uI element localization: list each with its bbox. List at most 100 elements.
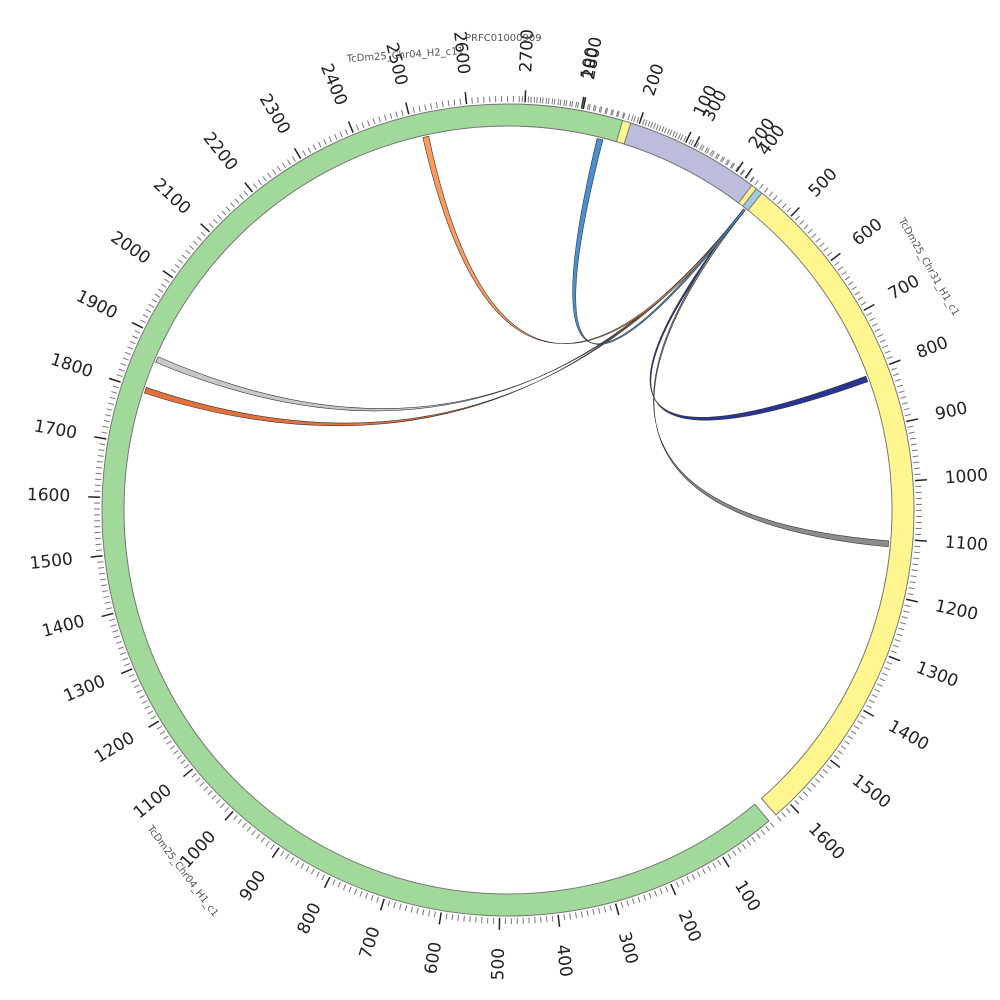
- minor-tick: [98, 572, 106, 575]
- major-tick: [244, 182, 253, 193]
- minor-tick: [114, 635, 121, 639]
- major-tick: [293, 147, 302, 160]
- tick-label-chr31-700: 700: [885, 271, 923, 304]
- minor-tick: [811, 233, 817, 239]
- minor-tick: [107, 402, 114, 406]
- tick-label-chr04h1-1900: 1900: [73, 286, 121, 323]
- minor-tick: [868, 699, 875, 704]
- minor-tick: [818, 773, 825, 779]
- minor-tick: [871, 694, 878, 698]
- minor-tick: [746, 840, 752, 846]
- minor-tick: [696, 871, 701, 877]
- minor-tick: [844, 276, 851, 281]
- tick-label-chr04h1-2700: 2700: [516, 29, 538, 73]
- minor-tick: [910, 443, 917, 446]
- minor-tick: [866, 704, 872, 709]
- minor-tick: [620, 901, 624, 908]
- minor-tick: [286, 159, 292, 166]
- minor-tick: [739, 169, 745, 175]
- minor-tick: [191, 773, 197, 778]
- minor-tick: [860, 715, 866, 719]
- minor-tick: [267, 172, 272, 179]
- minor-tick: [463, 915, 465, 922]
- minor-tick: [323, 139, 327, 145]
- major-tick: [224, 810, 234, 821]
- minor-tick: [898, 390, 905, 394]
- tick-label-chr31-1100: 1100: [944, 532, 989, 555]
- minor-tick: [200, 231, 206, 237]
- minor-tick: [401, 109, 404, 116]
- minor-tick: [148, 303, 155, 308]
- tick-label-chr04h1-1800: 1800: [48, 350, 95, 383]
- minor-tick: [177, 259, 184, 264]
- minor-tick: [221, 210, 227, 216]
- minor-tick: [721, 156, 726, 163]
- tick-label-chr31-1200: 1200: [933, 596, 980, 625]
- minor-tick: [139, 695, 145, 699]
- minor-tick: [675, 881, 680, 888]
- minor-tick: [683, 136, 687, 142]
- tick-label-chr04h1-1600: 1600: [27, 485, 71, 506]
- minor-tick: [622, 112, 626, 119]
- minor-tick: [794, 215, 800, 221]
- minor-tick: [666, 128, 670, 135]
- minor-tick: [98, 449, 105, 452]
- minor-tick: [886, 661, 893, 665]
- minor-tick: [807, 228, 813, 234]
- minor-tick: [99, 578, 106, 581]
- tick-label-chr04h1-300: 300: [614, 930, 642, 967]
- minor-tick: [260, 837, 266, 843]
- minor-tick: [726, 160, 731, 166]
- minor-tick: [588, 104, 591, 111]
- minor-tick: [127, 346, 134, 350]
- major-tick: [693, 135, 701, 148]
- minor-tick: [317, 141, 322, 148]
- minor-tick: [174, 264, 180, 269]
- major-tick: [722, 856, 730, 868]
- minor-tick: [679, 134, 684, 141]
- minor-tick: [630, 115, 634, 122]
- minor-tick: [857, 720, 863, 725]
- tick-label-chr04h1-2300: 2300: [255, 90, 294, 137]
- minor-tick: [95, 472, 102, 475]
- minor-tick: [108, 618, 115, 622]
- minor-tick: [203, 786, 209, 792]
- minor-tick: [142, 314, 149, 318]
- minor-tick: [239, 194, 244, 200]
- tick-label-chr04h1-1400: 1400: [40, 611, 87, 641]
- minor-tick: [886, 356, 893, 360]
- minor-tick: [615, 110, 619, 117]
- minor-tick: [647, 120, 651, 127]
- minor-tick: [592, 105, 596, 112]
- minor-tick: [97, 561, 104, 563]
- minor-tick: [428, 910, 431, 917]
- minor-tick: [159, 730, 166, 735]
- minor-tick: [822, 768, 828, 774]
- minor-tick: [333, 133, 338, 140]
- minor-tick: [840, 745, 847, 750]
- minor-tick: [892, 644, 899, 648]
- minor-tick: [185, 249, 191, 255]
- labels-layer: 100 2003004005006007008009001000110012001…: [27, 29, 989, 981]
- minor-tick: [119, 652, 126, 656]
- minor-tick: [908, 431, 915, 434]
- minor-tick: [681, 879, 685, 885]
- minor-tick: [913, 557, 920, 560]
- minor-tick: [110, 624, 117, 627]
- minor-tick: [124, 663, 131, 667]
- major-tick: [464, 92, 468, 105]
- minor-tick: [702, 868, 706, 875]
- minor-tick: [157, 288, 164, 293]
- minor-tick: [844, 740, 850, 745]
- tick-label-chr04h1-1200: 1200: [91, 728, 138, 767]
- minor-tick: [617, 111, 620, 118]
- minor-tick: [246, 826, 252, 832]
- minor-tick: [674, 132, 678, 138]
- minor-tick: [132, 335, 138, 339]
- minor-tick: [734, 165, 740, 172]
- minor-tick: [837, 750, 843, 755]
- minor-tick: [410, 906, 413, 913]
- minor-tick: [704, 147, 709, 153]
- tick-label-chr31-500: 500: [805, 164, 842, 201]
- minor-tick: [328, 136, 333, 143]
